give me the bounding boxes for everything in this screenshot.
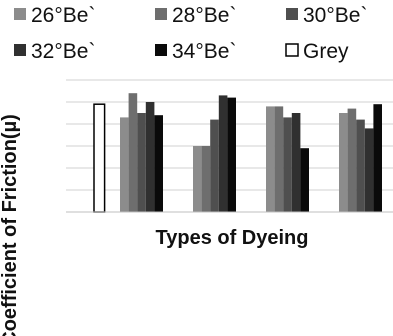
legend-swatch [286, 8, 298, 20]
bar [364, 128, 374, 212]
legend-swatch [155, 8, 167, 20]
bar [373, 104, 382, 212]
bar [227, 97, 236, 212]
bar [266, 106, 275, 212]
bar [274, 106, 284, 212]
bar [356, 119, 365, 212]
y-axis-title: Coefficient of Friction(µ) [0, 114, 21, 336]
bar [145, 102, 155, 212]
bar [137, 113, 146, 212]
bar [347, 108, 357, 212]
legend-swatch [14, 44, 26, 56]
bar [128, 93, 138, 212]
legend-label: 28°Be` [172, 4, 236, 27]
bar [283, 117, 292, 212]
bar [218, 95, 228, 212]
legend-label: 26°Be` [31, 4, 95, 27]
bar [201, 146, 211, 212]
legend: 26°Be` 28°Be` 30°Be` 32°Be` 34°Be` Grey [14, 4, 367, 63]
legend-label: 32°Be` [31, 40, 95, 63]
bar [154, 115, 163, 212]
bar [291, 113, 301, 212]
x-axis-title: Types of Dyeing [156, 227, 309, 249]
legend-label: 30°Be` [303, 4, 367, 27]
bar [300, 148, 309, 212]
legend-swatch [155, 44, 167, 56]
bar [193, 146, 202, 212]
legend-swatch [14, 8, 26, 20]
legend-label: 34°Be` [172, 40, 236, 63]
bar [339, 113, 348, 212]
legend-label: Grey [303, 40, 349, 63]
bar [210, 119, 219, 212]
bar [120, 117, 129, 212]
bars [93, 93, 382, 213]
legend-swatch [285, 43, 299, 57]
bar [93, 103, 106, 213]
